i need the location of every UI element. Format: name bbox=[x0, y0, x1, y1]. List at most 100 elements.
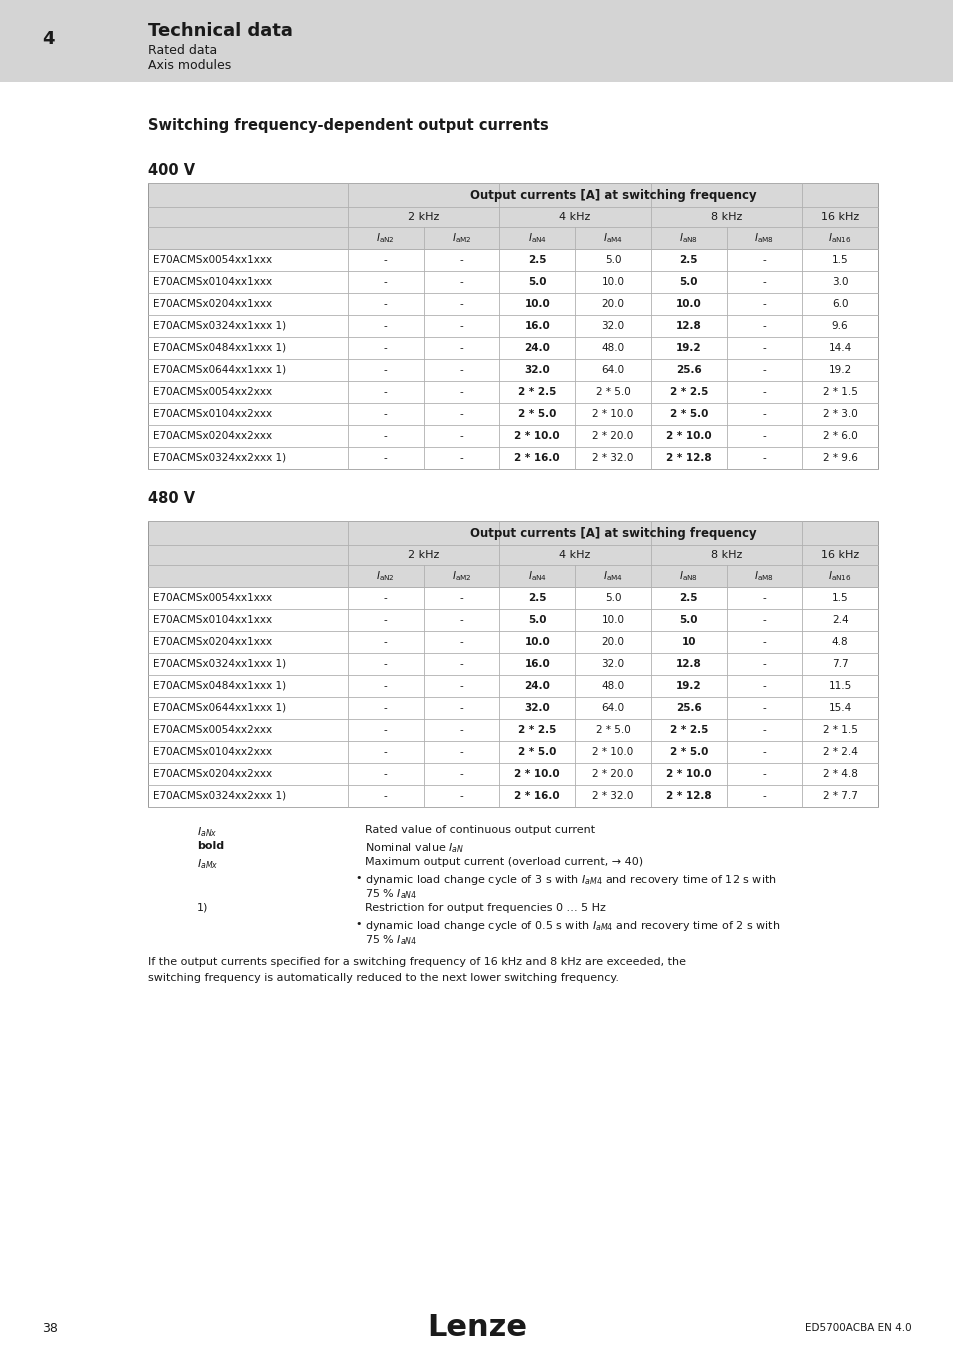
Text: -: - bbox=[459, 454, 463, 463]
Text: -: - bbox=[383, 409, 387, 418]
Text: 48.0: 48.0 bbox=[600, 343, 624, 352]
Text: 2 * 2.4: 2 * 2.4 bbox=[821, 747, 857, 757]
Bar bbox=[148, 381, 877, 404]
Text: $I_{\mathrm{aN8}}$: $I_{\mathrm{aN8}}$ bbox=[679, 231, 698, 244]
Text: E70ACMSx0324xx1xxx 1): E70ACMSx0324xx1xxx 1) bbox=[152, 321, 286, 331]
Bar bbox=[148, 359, 877, 381]
Text: 14.4: 14.4 bbox=[827, 343, 851, 352]
Bar bbox=[650, 545, 801, 566]
Bar bbox=[801, 545, 877, 566]
Text: Output currents [A] at switching frequency: Output currents [A] at switching frequen… bbox=[469, 189, 756, 201]
Text: E70ACMSx0054xx2xxx: E70ACMSx0054xx2xxx bbox=[152, 387, 272, 397]
Bar bbox=[148, 315, 877, 338]
Text: $I_{aNx}$: $I_{aNx}$ bbox=[196, 825, 217, 838]
Text: -: - bbox=[383, 298, 387, 309]
Text: 2.5: 2.5 bbox=[527, 593, 546, 603]
Text: 2 * 5.0: 2 * 5.0 bbox=[595, 387, 630, 397]
Text: 2 * 1.5: 2 * 1.5 bbox=[821, 725, 857, 734]
Text: E70ACMSx0204xx2xxx: E70ACMSx0204xx2xxx bbox=[152, 769, 272, 779]
Text: 2 * 32.0: 2 * 32.0 bbox=[592, 791, 633, 801]
Text: 5.0: 5.0 bbox=[527, 277, 546, 288]
Text: 2 * 10.0: 2 * 10.0 bbox=[665, 769, 711, 779]
Text: Nominal value $I_{aN}$: Nominal value $I_{aN}$ bbox=[365, 841, 464, 855]
Text: 2 * 2.5: 2 * 2.5 bbox=[669, 387, 707, 397]
Bar bbox=[148, 521, 877, 807]
Text: 10.0: 10.0 bbox=[675, 298, 700, 309]
Bar bbox=[148, 338, 877, 359]
Text: Restriction for output frequencies 0 … 5 Hz: Restriction for output frequencies 0 … 5… bbox=[365, 903, 605, 913]
Text: 1): 1) bbox=[196, 903, 208, 913]
Bar bbox=[148, 587, 877, 609]
Text: $I_{\mathrm{aM2}}$: $I_{\mathrm{aM2}}$ bbox=[452, 570, 471, 583]
Text: 24.0: 24.0 bbox=[524, 343, 550, 352]
Text: -: - bbox=[383, 277, 387, 288]
Text: E70ACMSx0204xx1xxx: E70ACMSx0204xx1xxx bbox=[152, 637, 272, 647]
Text: 2 * 2.5: 2 * 2.5 bbox=[517, 387, 556, 397]
Text: 12.8: 12.8 bbox=[675, 321, 700, 331]
Text: 5.0: 5.0 bbox=[679, 277, 698, 288]
Text: 16.0: 16.0 bbox=[524, 321, 550, 331]
Text: -: - bbox=[383, 725, 387, 734]
Text: E70ACMSx0204xx1xxx: E70ACMSx0204xx1xxx bbox=[152, 298, 272, 309]
Text: -: - bbox=[761, 616, 765, 625]
Text: 7.7: 7.7 bbox=[831, 659, 847, 670]
Bar bbox=[0, 0, 953, 82]
Text: 10.0: 10.0 bbox=[601, 616, 624, 625]
Text: 2.5: 2.5 bbox=[679, 593, 698, 603]
Text: 5.0: 5.0 bbox=[679, 616, 698, 625]
Text: 2.5: 2.5 bbox=[679, 255, 698, 265]
Text: $I_{\mathrm{aN2}}$: $I_{\mathrm{aN2}}$ bbox=[376, 231, 395, 244]
Bar bbox=[499, 545, 650, 566]
Text: -: - bbox=[761, 343, 765, 352]
Text: 2 * 5.0: 2 * 5.0 bbox=[595, 725, 630, 734]
Text: 2 * 3.0: 2 * 3.0 bbox=[821, 409, 857, 418]
Text: 32.0: 32.0 bbox=[524, 703, 550, 713]
Text: $I_{\mathrm{aN2}}$: $I_{\mathrm{aN2}}$ bbox=[376, 570, 395, 583]
Text: E70ACMSx0104xx2xxx: E70ACMSx0104xx2xxx bbox=[152, 409, 272, 418]
Bar bbox=[499, 207, 650, 227]
Bar bbox=[148, 425, 877, 447]
Text: 16.0: 16.0 bbox=[524, 659, 550, 670]
Text: -: - bbox=[761, 409, 765, 418]
Text: -: - bbox=[761, 637, 765, 647]
Text: -: - bbox=[459, 321, 463, 331]
Text: -: - bbox=[459, 703, 463, 713]
Text: $I_{\mathrm{aM8}}$: $I_{\mathrm{aM8}}$ bbox=[754, 570, 774, 583]
Text: 2 * 32.0: 2 * 32.0 bbox=[592, 454, 633, 463]
Text: 2 * 12.8: 2 * 12.8 bbox=[665, 791, 711, 801]
Text: E70ACMSx0644xx1xxx 1): E70ACMSx0644xx1xxx 1) bbox=[152, 364, 286, 375]
Text: -: - bbox=[383, 343, 387, 352]
Text: -: - bbox=[459, 255, 463, 265]
Text: 2 * 10.0: 2 * 10.0 bbox=[514, 431, 559, 441]
Text: 5.0: 5.0 bbox=[604, 255, 620, 265]
Text: -: - bbox=[383, 255, 387, 265]
Text: -: - bbox=[459, 593, 463, 603]
Text: -: - bbox=[459, 364, 463, 375]
Text: 2 * 4.8: 2 * 4.8 bbox=[821, 769, 857, 779]
Text: 2 * 7.7: 2 * 7.7 bbox=[821, 791, 857, 801]
Bar bbox=[148, 675, 877, 697]
Text: 2 * 10.0: 2 * 10.0 bbox=[592, 747, 633, 757]
Text: $I_{\mathrm{aN16}}$: $I_{\mathrm{aN16}}$ bbox=[827, 231, 851, 244]
Text: 2 * 6.0: 2 * 6.0 bbox=[821, 431, 857, 441]
Text: 2 * 10.0: 2 * 10.0 bbox=[592, 409, 633, 418]
Text: E70ACMSx0054xx1xxx: E70ACMSx0054xx1xxx bbox=[152, 255, 272, 265]
Bar bbox=[148, 248, 877, 271]
Bar bbox=[650, 207, 801, 227]
Text: dynamic load change cycle of 3 s with $I_{aM4}$ and recovery time of 12 s with: dynamic load change cycle of 3 s with $I… bbox=[365, 873, 776, 887]
Bar bbox=[148, 227, 877, 248]
Text: -: - bbox=[459, 298, 463, 309]
Text: -: - bbox=[383, 364, 387, 375]
Bar bbox=[348, 207, 499, 227]
Text: 2 * 9.6: 2 * 9.6 bbox=[821, 454, 857, 463]
Text: -: - bbox=[459, 747, 463, 757]
Text: 2 * 1.5: 2 * 1.5 bbox=[821, 387, 857, 397]
Bar bbox=[148, 741, 877, 763]
Text: 8 kHz: 8 kHz bbox=[710, 549, 741, 560]
Text: -: - bbox=[383, 659, 387, 670]
Text: -: - bbox=[761, 747, 765, 757]
Text: 2 * 5.0: 2 * 5.0 bbox=[669, 409, 707, 418]
Bar bbox=[148, 720, 877, 741]
Text: -: - bbox=[459, 725, 463, 734]
Text: 25.6: 25.6 bbox=[675, 364, 700, 375]
